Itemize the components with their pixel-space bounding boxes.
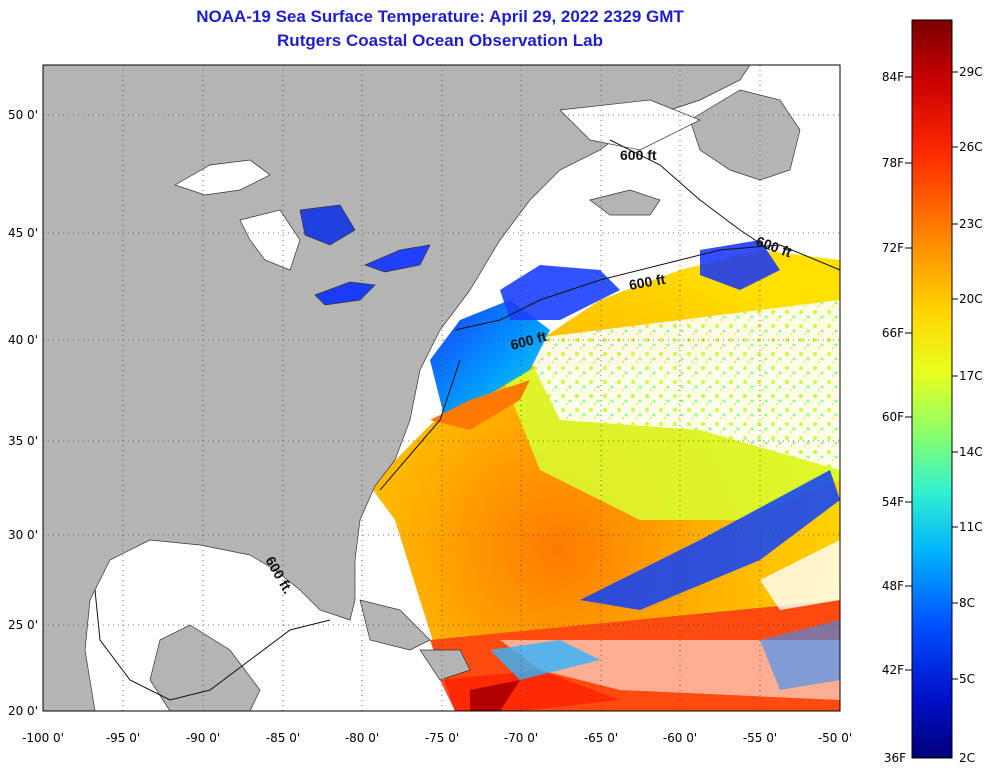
x-tick-label: -80 0' — [345, 731, 379, 745]
x-tick-label: -90 0' — [186, 731, 220, 745]
colorbar-c-label: 5C — [959, 672, 975, 686]
colorbar-f-label: 84F — [882, 70, 904, 84]
map-area: 600 ft 600 ft 600 ft 600 ft 600 ft. — [42, 64, 841, 712]
y-axis: 50 0' 45 0' 40 0' 35 0' 30 0' 25 0' 20 0… — [8, 108, 38, 718]
colorbar-f-label: 42F — [882, 663, 904, 677]
colorbar-f-label: 78F — [882, 156, 904, 170]
colorbar-f-label: 60F — [882, 410, 904, 424]
colorbar-f-label: 54F — [882, 495, 904, 509]
colorbar-c-label: 26C — [959, 140, 983, 154]
y-tick-label: 40 0' — [8, 333, 38, 347]
colorbar-c-label: 20C — [959, 292, 983, 306]
colorbar-c-label: 29C — [959, 65, 983, 79]
x-tick-label: -85 0' — [266, 731, 300, 745]
isobath-label-3: 600 ft — [628, 271, 667, 293]
y-tick-label: 45 0' — [8, 226, 38, 240]
colorbar: 84F 78F 72F 66F 60F 54F 48F 42F 36F 29C … — [882, 19, 983, 765]
map-subtitle: Rutgers Coastal Ocean Observation Lab — [277, 31, 603, 50]
x-axis: -100 0' -95 0' -90 0' -85 0' -80 0' -75 … — [22, 731, 852, 745]
isobath-label-1: 600 ft — [620, 147, 657, 163]
land — [42, 64, 801, 712]
inland-waters — [174, 99, 701, 306]
x-tick-label: -55 0' — [743, 731, 777, 745]
colorbar-c-label: 11C — [959, 520, 983, 534]
y-tick-label: 50 0' — [8, 108, 38, 122]
colorbar-c-label: 17C — [959, 369, 983, 383]
map-frame — [42, 64, 841, 712]
colorbar-c-label: 2C — [959, 751, 975, 765]
colorbar-f-label: 66F — [882, 326, 904, 340]
map-title: NOAA-19 Sea Surface Temperature: April 2… — [196, 7, 684, 26]
x-tick-label: -70 0' — [504, 731, 538, 745]
colorbar-f-label: 36F — [884, 751, 906, 765]
colorbar-gradient — [911, 19, 953, 759]
x-tick-label: -60 0' — [663, 731, 697, 745]
y-tick-label: 30 0' — [8, 528, 38, 542]
y-tick-label: 20 0' — [8, 704, 38, 718]
colorbar-c-label: 23C — [959, 217, 983, 231]
x-tick-label: -65 0' — [584, 731, 618, 745]
y-tick-label: 25 0' — [8, 618, 38, 632]
y-tick-label: 35 0' — [8, 434, 38, 448]
x-tick-label: -75 0' — [425, 731, 459, 745]
x-tick-label: -95 0' — [106, 731, 140, 745]
x-tick-label: -100 0' — [22, 731, 64, 745]
colorbar-f-label: 72F — [882, 241, 904, 255]
colorbar-c-label: 8C — [959, 596, 975, 610]
x-tick-label: -50 0' — [818, 731, 852, 745]
colorbar-c-label: 14C — [959, 445, 983, 459]
colorbar-f-label: 48F — [882, 579, 904, 593]
